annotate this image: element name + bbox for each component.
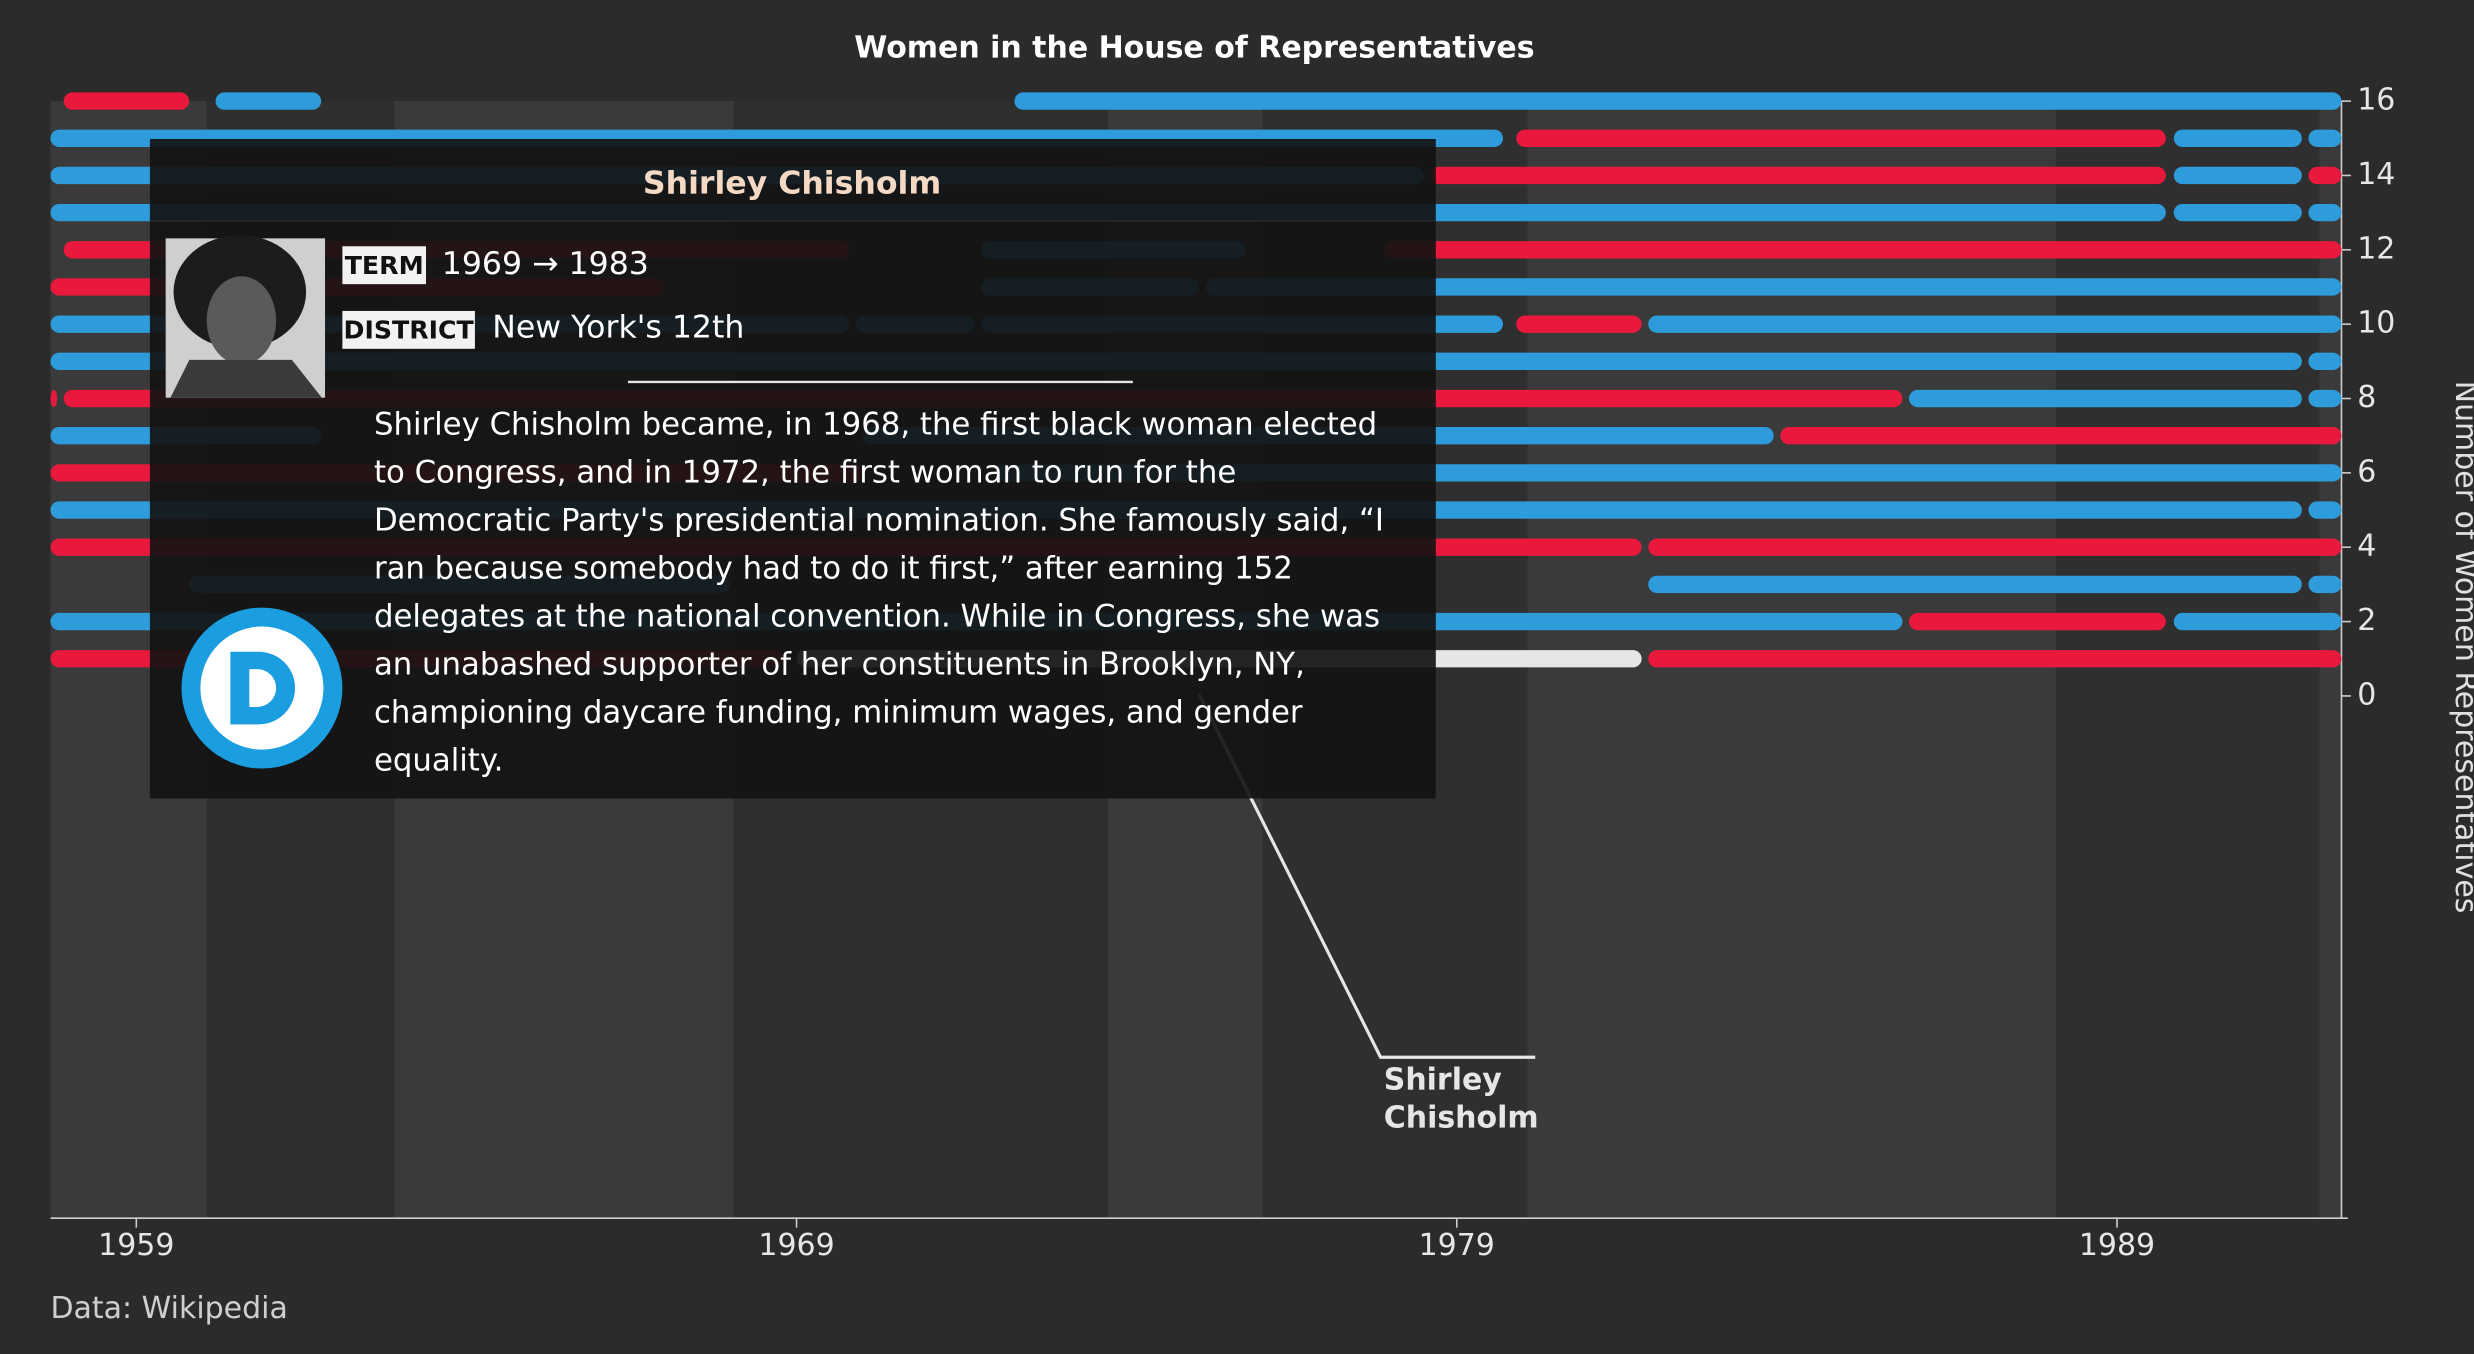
segment [2173, 166, 2302, 185]
segment [2173, 612, 2342, 631]
annotation-line: Chisholm [1384, 1100, 1539, 1135]
description-line: equality. [374, 742, 504, 778]
segment [1648, 315, 2342, 333]
chart-title: Women in the House of Representatives [854, 31, 1534, 66]
segment [1384, 241, 2342, 259]
y-axis-label: Number of Women Representatives [2448, 381, 2474, 914]
annotation-line: Shirley [1384, 1062, 1502, 1097]
segment [2308, 389, 2342, 408]
x-tick-label: 1979 [1419, 1228, 1495, 1263]
y-tick-label: 10 [2357, 306, 2395, 341]
badge-text: TERM [345, 251, 424, 280]
segment [1909, 612, 2166, 631]
segment [2173, 129, 2302, 147]
tooltip: Shirley Chisholm TERM 1969 → 1983 DISTRI… [149, 138, 1436, 799]
badge [342, 246, 427, 285]
segment [2308, 501, 2342, 519]
description-line: delegates at the national convention. Wh… [374, 598, 1380, 634]
x-tick-label: 1969 [758, 1228, 834, 1263]
y-tick-label: 12 [2357, 231, 2395, 266]
term: 1969 → 1983 [442, 246, 649, 282]
segment [1205, 278, 2342, 296]
segment [50, 389, 58, 408]
badge [342, 310, 475, 349]
segment [2308, 166, 2342, 185]
segment [1648, 575, 2302, 594]
description-line: Shirley Chisholm became, in 1968, the fi… [374, 407, 1377, 443]
y-tick-label: 2 [2357, 603, 2376, 638]
segment [2173, 203, 2302, 222]
segment [1648, 538, 2342, 556]
photo-face [206, 276, 277, 365]
x-tick-label: 1959 [98, 1228, 174, 1263]
description-line: to Congress, and in 1972, the first woma… [374, 455, 1236, 491]
description-line: an unabashed supporter of her constituen… [374, 646, 1305, 682]
description-line: Democratic Party's presidential nominati… [374, 503, 1384, 539]
tooltip-name: Shirley Chisholm [643, 166, 941, 202]
logo-ring [200, 626, 324, 750]
segment [1516, 129, 2166, 147]
segment [1014, 92, 2342, 110]
y-tick-label: 6 [2357, 454, 2376, 489]
segment [2308, 575, 2342, 594]
segment [1648, 650, 2342, 668]
segment [215, 92, 322, 110]
annotation-leader [1197, 693, 1536, 1059]
segment [2308, 129, 2342, 147]
segment [2308, 352, 2342, 371]
y-tick-label: 4 [2357, 529, 2376, 564]
segment [1780, 427, 2342, 445]
y-tick-label: 0 [2357, 677, 2376, 712]
party-logo [181, 607, 343, 769]
segment [1516, 315, 1642, 333]
segment [1909, 389, 2302, 408]
y-tick-label: 8 [2357, 380, 2376, 415]
description: Shirley Chisholm became, in 1968, the fi… [374, 407, 1384, 779]
segment [2308, 203, 2342, 222]
portrait [165, 235, 326, 398]
y-tick-label: 16 [2357, 83, 2395, 118]
description-line: championing daycare funding, minimum wag… [374, 694, 1303, 730]
photo-body [170, 359, 322, 398]
badge-text: DISTRICT [344, 315, 475, 344]
district: New York's 12th [492, 309, 744, 345]
logo-letter [230, 651, 296, 725]
y-tick-label: 14 [2357, 157, 2395, 192]
x-tick-label: 1989 [2079, 1228, 2155, 1263]
segment [1430, 166, 2166, 185]
source: Data: Wikipedia [50, 1291, 287, 1326]
description-line: ran because somebody had to do it first,… [374, 551, 1293, 587]
segment [63, 92, 190, 110]
